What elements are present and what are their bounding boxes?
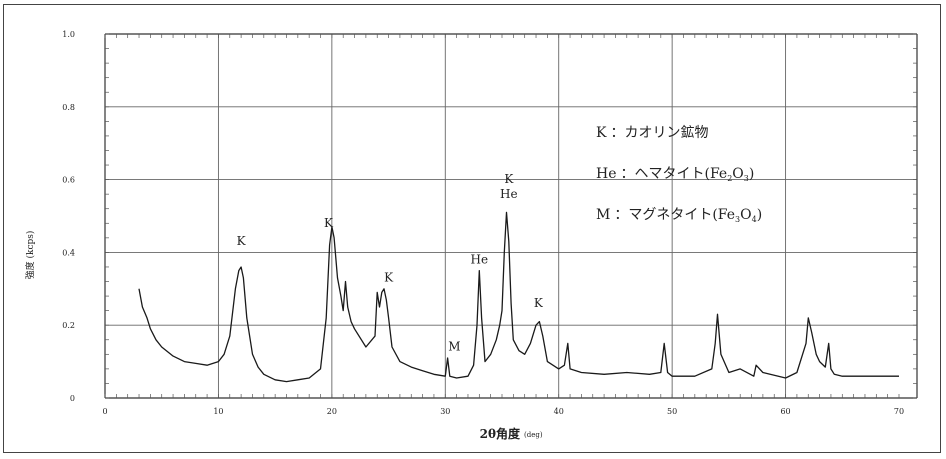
legend-entry-kaolin: K ：カオリン鉱物 [596, 124, 708, 141]
y-tick-label: 0.2 [62, 321, 75, 330]
x-tick-label: 20 [327, 407, 337, 416]
y-tick-label: 1.0 [62, 30, 75, 39]
x-axis-unit: (deg) [524, 431, 543, 439]
peak-label: He [500, 187, 518, 201]
figure-frame [3, 4, 941, 453]
legend: K ：カオリン鉱物 He ：ヘマタイト(Fe2O3) M ：マグネタイト(Fe3O4) [596, 124, 762, 224]
legend-entry-hematite: He ：ヘマタイト(Fe2O3) [596, 166, 754, 183]
y-axis-title: 強度 (kcps) [24, 231, 36, 280]
x-tick-label: 0 [102, 407, 107, 416]
x-tick-label: 10 [213, 407, 223, 416]
legend-entry-magnetite: M ：マグネタイト(Fe3O4) [596, 207, 762, 224]
x-tick-label: 70 [894, 407, 904, 416]
y-tick-label: 0 [70, 394, 75, 403]
peak-label: K [384, 271, 394, 285]
peak-label: He [471, 252, 489, 266]
x-tick-label: 30 [440, 407, 450, 416]
y-tick-label: 0.6 [62, 176, 75, 185]
x-tick-label: 40 [554, 407, 564, 416]
x-tick-label: 60 [780, 407, 790, 416]
y-tick-label: 0.8 [62, 103, 75, 112]
diffraction-trace [138, 211, 899, 383]
peak-label: M [448, 340, 460, 354]
peak-label: K [534, 296, 544, 310]
peak-label: K [324, 216, 334, 230]
x-axis-title: 2θ角度 [480, 426, 521, 441]
y-tick-label: 0.4 [62, 248, 75, 257]
peak-label: K [237, 234, 247, 248]
x-tick-label: 50 [667, 407, 677, 416]
peak-label: K [504, 172, 514, 186]
